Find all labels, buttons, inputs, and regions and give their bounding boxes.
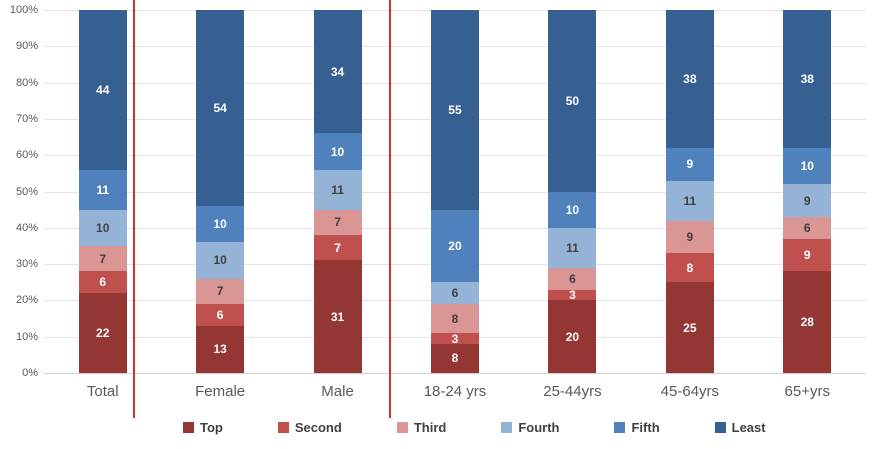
bar-segment-least: 38 [783, 10, 832, 148]
legend-swatch-icon [501, 422, 513, 433]
legend-swatch-icon [396, 422, 408, 433]
y-tick-label: 20% [15, 294, 38, 307]
stacked-bar-male: 31 7 7 11 10 34 [313, 10, 362, 373]
bar-segment-fifth: 20 [430, 209, 479, 283]
category-slot: 13 6 7 10 10 54 [161, 10, 278, 373]
bar-segment-fourth: 11 [313, 169, 362, 210]
category-slot: 28 9 6 9 10 38 [749, 10, 866, 373]
bar-segment-top: 25 [665, 282, 714, 373]
bar-segment-third: 8 [430, 304, 479, 334]
category-slot: 20 3 6 11 10 50 [514, 10, 631, 373]
bar-segment-fifth: 10 [313, 133, 362, 170]
bar-segment-fourth: 11 [548, 227, 597, 268]
legend-label: Top [200, 420, 223, 435]
bar-segment-least: 55 [430, 10, 479, 210]
bar-segment-fourth: 10 [78, 209, 127, 246]
category-label: 65+yrs [784, 383, 830, 400]
bar-segment-top: 20 [548, 300, 597, 373]
bar-segment-third: 9 [665, 220, 714, 254]
y-tick-label: 30% [15, 258, 38, 271]
chart-legend: Top Second Third Fourth Fifth Least [183, 420, 766, 435]
y-tick-label: 90% [15, 40, 38, 53]
stacked-bar-25-44yrs: 20 3 6 11 10 50 [548, 10, 597, 373]
bar-segment-least: 34 [313, 10, 362, 134]
bar-segment-top: 22 [78, 293, 127, 373]
stacked-bar-45-64yrs: 25 8 9 11 9 38 [665, 10, 714, 373]
bar-segment-fourth: 6 [430, 282, 479, 305]
bar-segment-second: 6 [78, 271, 127, 294]
plot-area: 22 6 7 10 11 44 13 6 7 10 10 54 31 7 7 11 10 34 8 3 8 6 20 55 20… [44, 10, 866, 374]
legend-label: Third [413, 420, 447, 435]
y-tick-label: 10% [15, 330, 38, 343]
bar-segment-third: 6 [783, 216, 832, 239]
bar-segment-third: 7 [78, 245, 127, 272]
legend-item-third: Third [396, 420, 447, 435]
y-tick-label: 50% [15, 185, 38, 198]
stacked-bar-female: 13 6 7 10 10 54 [196, 10, 245, 373]
category-slot: 31 7 7 11 10 34 [279, 10, 396, 373]
category-label: 45-64yrs [660, 383, 720, 400]
stacked-bar-18-24-yrs: 8 3 8 6 20 55 [430, 10, 479, 373]
legend-label: Least [731, 420, 766, 435]
category-label: Female [195, 383, 246, 400]
stacked-bar-total: 22 6 7 10 11 44 [78, 10, 127, 373]
y-tick-label: 70% [15, 112, 38, 125]
category-label: 18-24 yrs [423, 383, 487, 400]
bar-segment-least: 44 [78, 10, 127, 170]
legend-label: Fifth [631, 420, 660, 435]
bar-segment-third: 7 [313, 209, 362, 236]
stacked-bar-65-yrs: 28 9 6 9 10 38 [783, 10, 832, 373]
legend-swatch-icon [277, 422, 289, 433]
bar-segment-fifth: 10 [196, 206, 245, 243]
bar-segment-fourth: 11 [665, 180, 714, 221]
legend-label: Fourth [518, 420, 560, 435]
gridline [44, 373, 866, 374]
y-tick-label: 60% [15, 149, 38, 162]
bar-segment-second: 8 [665, 253, 714, 283]
legend-label: Second [294, 420, 342, 435]
bar-segment-second: 6 [196, 304, 245, 326]
bar-segment-fourth: 10 [196, 242, 245, 279]
bar-segment-top: 28 [783, 271, 832, 373]
bar-segment-third: 6 [548, 267, 597, 290]
legend-swatch-icon [183, 422, 194, 433]
bar-segment-top: 8 [430, 343, 479, 373]
bar-segment-second: 3 [430, 333, 479, 344]
bar-segment-least: 50 [548, 10, 597, 192]
y-tick-label: 80% [15, 76, 38, 89]
y-tick-label: 100% [9, 4, 38, 16]
legend-item-top: Top [183, 420, 223, 435]
category-label: Male [321, 383, 354, 400]
category-slot: 8 3 8 6 20 55 [396, 10, 513, 373]
bar-segment-top: 31 [313, 260, 362, 373]
y-tick-label: 40% [15, 221, 38, 234]
bar-segment-second: 3 [548, 289, 597, 301]
category-label: 25-44yrs [543, 383, 602, 400]
legend-item-second: Second [277, 420, 342, 435]
legend-item-least: Least [714, 420, 766, 435]
category-slot: 22 6 7 10 11 44 [44, 10, 161, 373]
legend-item-fifth: Fifth [614, 420, 660, 435]
bar-segment-fourth: 9 [783, 184, 832, 217]
bar-segment-fifth: 10 [548, 191, 597, 228]
legend-item-fourth: Fourth [501, 420, 559, 435]
bar-segment-fifth: 10 [783, 148, 832, 185]
bar-segment-least: 38 [665, 10, 714, 148]
legend-swatch-icon [614, 422, 626, 433]
bar-segment-fifth: 9 [665, 147, 714, 181]
category-slot: 25 8 9 11 9 38 [631, 10, 748, 373]
divider-line-after-total [133, 0, 135, 418]
bar-segment-second: 9 [783, 238, 832, 272]
legend-swatch-icon [714, 422, 726, 433]
category-label: Total [86, 383, 119, 400]
y-tick-label: 0% [22, 367, 38, 379]
bar-segment-second: 7 [313, 235, 362, 261]
bar-segment-top: 13 [196, 325, 245, 373]
bar-segment-third: 7 [196, 278, 245, 305]
bar-segment-least: 54 [196, 10, 245, 207]
bar-segment-fifth: 11 [78, 169, 127, 210]
divider-line-after-male [389, 0, 391, 418]
